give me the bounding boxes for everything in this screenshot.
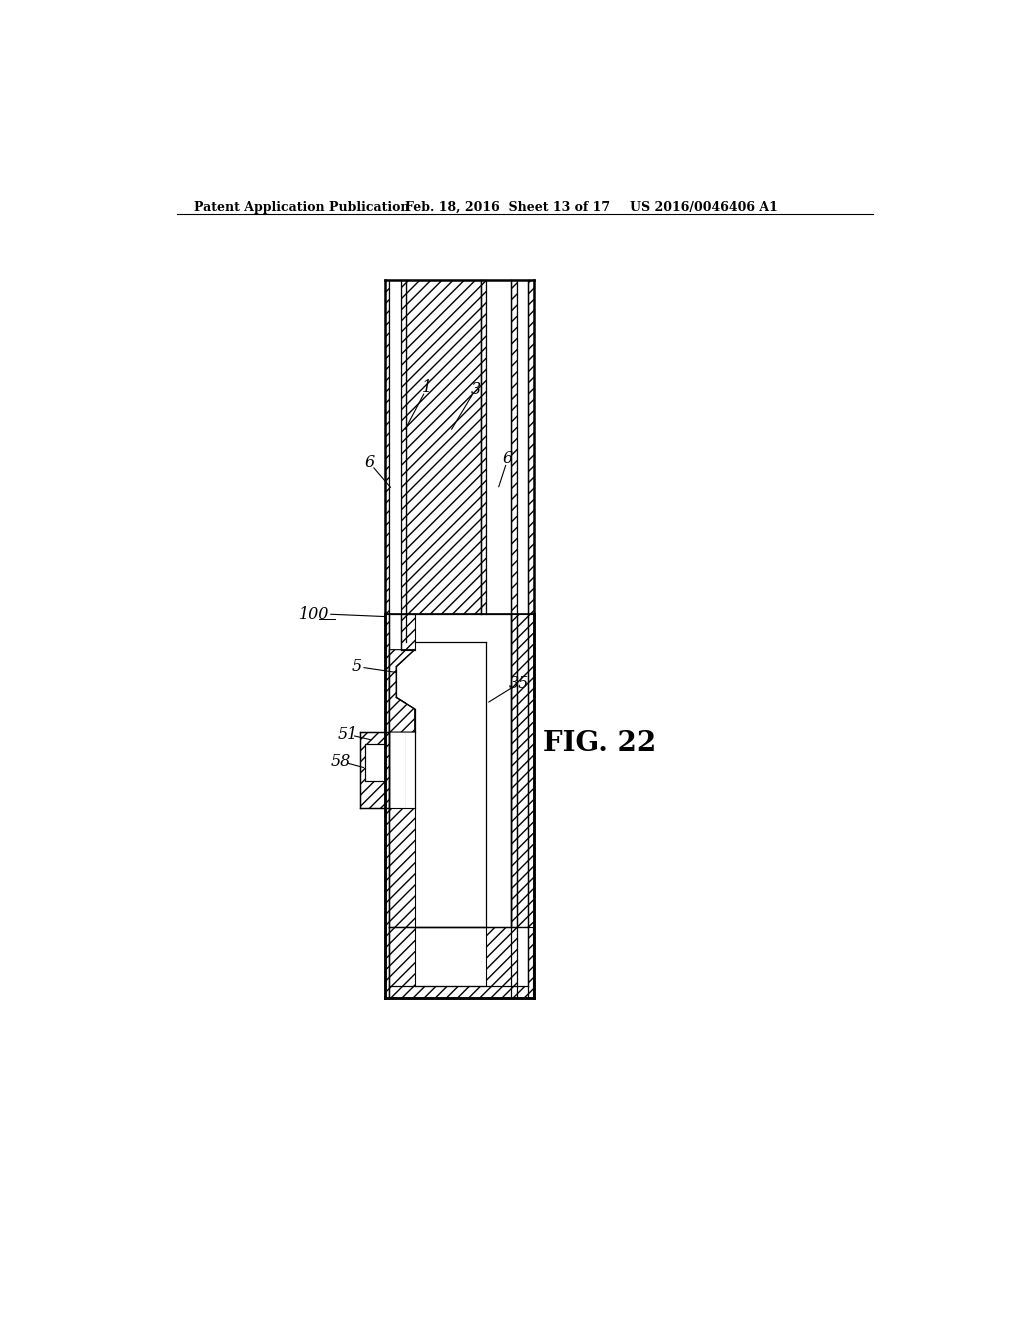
Polygon shape bbox=[415, 927, 486, 986]
Polygon shape bbox=[511, 614, 535, 998]
Text: 100: 100 bbox=[299, 606, 330, 623]
Polygon shape bbox=[389, 649, 415, 733]
Text: 3: 3 bbox=[470, 381, 480, 397]
Text: 6: 6 bbox=[365, 454, 375, 471]
Polygon shape bbox=[517, 280, 528, 614]
Polygon shape bbox=[366, 743, 385, 780]
Polygon shape bbox=[517, 927, 528, 986]
Text: 51: 51 bbox=[338, 726, 357, 743]
Polygon shape bbox=[385, 280, 389, 614]
Text: 58: 58 bbox=[331, 752, 351, 770]
Polygon shape bbox=[528, 280, 535, 614]
Polygon shape bbox=[407, 614, 511, 927]
Text: FIG. 22: FIG. 22 bbox=[543, 730, 655, 758]
Text: Feb. 18, 2016  Sheet 13 of 17: Feb. 18, 2016 Sheet 13 of 17 bbox=[406, 201, 610, 214]
Text: 5: 5 bbox=[352, 659, 362, 675]
Text: 6: 6 bbox=[503, 450, 513, 467]
Polygon shape bbox=[385, 614, 389, 998]
Polygon shape bbox=[389, 808, 415, 927]
Text: 35: 35 bbox=[509, 675, 528, 692]
Text: 1: 1 bbox=[422, 379, 432, 396]
Polygon shape bbox=[481, 280, 486, 614]
Polygon shape bbox=[389, 927, 532, 998]
Polygon shape bbox=[407, 280, 481, 614]
Text: US 2016/0046406 A1: US 2016/0046406 A1 bbox=[630, 201, 777, 214]
Polygon shape bbox=[486, 280, 511, 614]
Polygon shape bbox=[396, 642, 486, 927]
Polygon shape bbox=[360, 733, 389, 808]
Polygon shape bbox=[389, 280, 400, 614]
Text: Patent Application Publication: Patent Application Publication bbox=[194, 201, 410, 214]
Polygon shape bbox=[407, 614, 511, 927]
Polygon shape bbox=[400, 280, 407, 614]
Polygon shape bbox=[400, 614, 415, 649]
Polygon shape bbox=[511, 280, 517, 614]
